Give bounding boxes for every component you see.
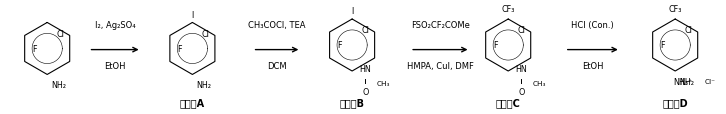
Text: O: O bbox=[362, 87, 368, 96]
Text: CH₃: CH₃ bbox=[377, 81, 390, 87]
Text: NH₂: NH₂ bbox=[196, 81, 211, 89]
Text: 化合物C: 化合物C bbox=[496, 98, 521, 108]
Text: I: I bbox=[351, 7, 354, 16]
Text: HCl (Con.): HCl (Con.) bbox=[571, 21, 614, 30]
Text: NH₃⁺: NH₃⁺ bbox=[673, 77, 693, 86]
Text: Cl: Cl bbox=[57, 29, 64, 38]
Text: CF₃: CF₃ bbox=[669, 5, 682, 14]
Text: O: O bbox=[518, 87, 524, 96]
Text: F: F bbox=[32, 45, 36, 53]
Text: F: F bbox=[177, 45, 182, 53]
Text: Cl⁻: Cl⁻ bbox=[704, 79, 715, 85]
Text: F: F bbox=[493, 41, 497, 50]
Text: HN: HN bbox=[515, 64, 527, 73]
Text: I: I bbox=[191, 11, 194, 20]
Text: Cl: Cl bbox=[362, 26, 369, 35]
Text: EtOH: EtOH bbox=[582, 62, 603, 71]
Text: CH₃: CH₃ bbox=[533, 81, 546, 87]
Text: 化合物D: 化合物D bbox=[662, 98, 688, 108]
Text: NH₂: NH₂ bbox=[51, 81, 66, 89]
Text: 化合物A: 化合物A bbox=[180, 98, 205, 108]
Text: Cl: Cl bbox=[685, 26, 692, 35]
Text: DCM: DCM bbox=[267, 62, 287, 71]
Text: HN: HN bbox=[359, 64, 371, 73]
Text: Cl: Cl bbox=[518, 26, 525, 35]
Text: CH₃COCl, TEA: CH₃COCl, TEA bbox=[248, 21, 306, 30]
Text: HMPA, CuI, DMF: HMPA, CuI, DMF bbox=[407, 62, 474, 71]
Text: EtOH: EtOH bbox=[105, 62, 126, 71]
Text: F: F bbox=[660, 41, 664, 50]
Text: NH₂: NH₂ bbox=[679, 77, 694, 86]
Text: F: F bbox=[337, 41, 341, 50]
Text: I₂, Ag₂SO₄: I₂, Ag₂SO₄ bbox=[94, 21, 136, 30]
Text: CF₃: CF₃ bbox=[502, 5, 515, 14]
Text: Cl: Cl bbox=[202, 29, 209, 38]
Text: FSO₂CF₂COMe: FSO₂CF₂COMe bbox=[411, 21, 470, 30]
Text: 化合物B: 化合物B bbox=[340, 98, 364, 108]
